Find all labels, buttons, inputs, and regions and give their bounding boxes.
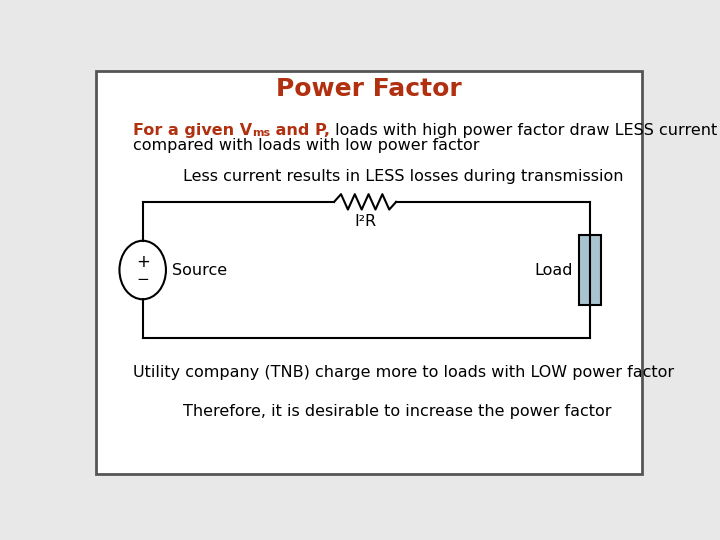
Text: Utility company (TNB) charge more to loads with LOW power factor: Utility company (TNB) charge more to loa… — [132, 365, 674, 380]
Text: loads with high power factor draw LESS current: loads with high power factor draw LESS c… — [330, 123, 717, 138]
Text: Therefore, it is desirable to increase the power factor: Therefore, it is desirable to increase t… — [183, 404, 611, 419]
Text: compared with loads with low power factor: compared with loads with low power facto… — [132, 138, 479, 153]
Text: and P,: and P, — [270, 123, 330, 138]
Text: Source: Source — [172, 262, 228, 278]
Text: +: + — [136, 253, 150, 271]
Text: I²R: I²R — [354, 214, 376, 228]
Text: Load: Load — [534, 262, 573, 278]
Text: For a given V: For a given V — [132, 123, 252, 138]
Text: −: − — [136, 272, 149, 287]
Text: Power Factor: Power Factor — [276, 77, 462, 102]
Bar — [579, 235, 600, 305]
Text: Less current results in LESS losses during transmission: Less current results in LESS losses duri… — [183, 169, 624, 184]
Text: ms: ms — [252, 129, 270, 138]
